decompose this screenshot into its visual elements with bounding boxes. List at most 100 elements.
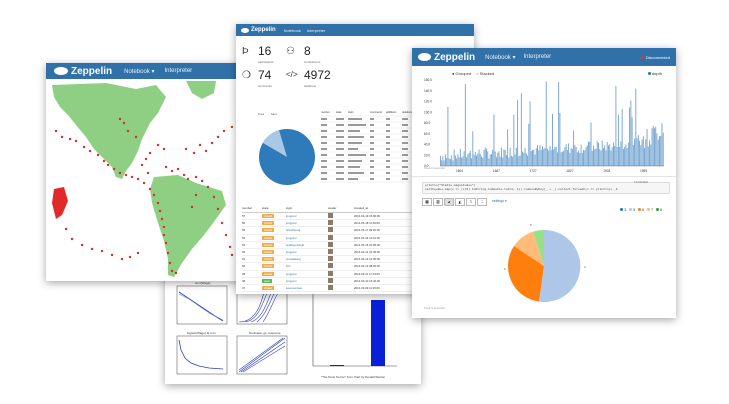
state-badge-label: closed xyxy=(262,242,275,247)
pr-list: number state login avatar created_at 57 c… xyxy=(242,206,468,292)
legend-bars[interactable]: bars xyxy=(271,112,277,116)
stack-icon: Þ xyxy=(242,46,249,57)
stat-value: 74 xyxy=(258,68,272,82)
depth-bar xyxy=(600,150,602,166)
menu-interpreter[interactable]: Interpreter xyxy=(523,54,552,60)
pr-row[interactable]: 49 closed jongyoul 2014-03-11 17:15:00 xyxy=(242,270,468,278)
pr-login[interactable]: corneadoug xyxy=(286,257,301,262)
depth-bar xyxy=(540,149,542,166)
code-editor[interactable]: println("Stable magnitudes") earthquake.… xyxy=(422,182,670,194)
depth-bar xyxy=(524,148,526,166)
pie-legend-item[interactable]: 3 xyxy=(620,208,626,212)
depth-bar xyxy=(612,142,614,166)
depth-bar xyxy=(616,147,618,166)
table-view-icon[interactable]: ▦ xyxy=(422,198,432,206)
depth-bar xyxy=(508,157,510,166)
x-tick-label: 1727 xyxy=(530,169,537,173)
stat-label: additions xyxy=(304,84,317,88)
stacked-option[interactable]: ○ Stacked xyxy=(476,71,495,76)
pr-number: 48 xyxy=(242,278,246,283)
depth-bar xyxy=(449,159,451,166)
stat-value: 4972 xyxy=(304,68,331,82)
scatter-view-icon[interactable]: ∴ xyxy=(477,198,487,206)
depth-bar xyxy=(646,128,648,166)
pr-login[interactable]: jongyoul xyxy=(286,235,297,240)
zeppelin-logo[interactable]: Zeppelin xyxy=(54,66,112,77)
avatar-image xyxy=(328,263,333,269)
navbar: Zeppelin Notebook ▾ Interpreter Disconne… xyxy=(412,48,676,66)
x-tick-label: 1667 xyxy=(493,169,500,173)
x-tick-label: 1827 xyxy=(566,169,573,173)
depth-bar xyxy=(649,140,650,166)
legend-lines[interactable]: lines xyxy=(258,112,265,116)
pie-legend-item[interactable]: 6 xyxy=(638,208,644,212)
avatar-image xyxy=(328,270,333,276)
pie-view-icon[interactable]: ◕ xyxy=(444,198,454,206)
line-view-icon[interactable]: ⌇ xyxy=(466,198,476,206)
depth-bar xyxy=(559,112,561,166)
pie-legend-item[interactable]: 5 xyxy=(629,208,635,212)
depth-bar xyxy=(601,140,603,166)
menu-interpreter[interactable]: Interpreter xyxy=(306,27,326,33)
pr-row[interactable]: 52 closed jongyoul 2014-03-14 16:45:00 xyxy=(242,249,468,257)
pr-row[interactable]: 53 closed prabhjyotsingh 2014-03-15 10:05:0… xyxy=(242,241,468,249)
pr-created-at: 2014-03-13 12:00:00 xyxy=(354,257,380,262)
pr-row[interactable]: 51 closed corneadoug 2014-03-13 12:00:00 xyxy=(242,256,468,264)
pr-login[interactable]: jongyoul xyxy=(286,278,297,283)
col-header: avatar xyxy=(328,206,337,210)
plots-canvas: sum(Wage) sum(Hours) logistic(Wage) at 1… xyxy=(176,281,397,379)
y-tick-label: 60.0 xyxy=(424,132,430,136)
pr-row[interactable]: 56 closed jongyoul 2014-03-18 11:30:00 xyxy=(242,220,468,228)
pr-row[interactable]: 50 closed bzz 2014-03-12 08:30:00 xyxy=(242,263,468,271)
stat-participants: Þ 16 participants xyxy=(242,44,282,68)
depth-bar xyxy=(642,136,644,166)
area-view-icon[interactable]: ◭ xyxy=(455,198,465,206)
depth-bar xyxy=(444,154,446,166)
zeppelin-logo[interactable]: Zeppelin xyxy=(241,27,276,33)
menu-interpreter[interactable]: Interpreter xyxy=(164,68,193,74)
depth-bar xyxy=(566,150,568,166)
pr-login[interactable]: jongyoul xyxy=(286,271,297,276)
pr-login[interactable]: felixcheung xyxy=(286,228,301,233)
pr-row[interactable]: 47 closed Leemoonsoo 2014-03-09 11:25:00 xyxy=(242,284,468,292)
depth-bar xyxy=(523,152,525,166)
state-badge-label: closed xyxy=(262,235,275,240)
bar-view-icon[interactable]: ▥ xyxy=(433,198,443,206)
settings-button[interactable]: settings ▾ xyxy=(492,199,507,203)
col-header: created_at xyxy=(354,206,369,210)
depth-bar xyxy=(645,139,647,166)
depth-bar xyxy=(656,133,658,166)
pr-login[interactable]: bzz xyxy=(286,264,291,269)
pie-legend-item[interactable]: 7 xyxy=(647,208,653,212)
depth-bar xyxy=(584,150,586,166)
pr-login[interactable]: jongyoul xyxy=(286,221,297,226)
state-badge: closed xyxy=(262,285,286,290)
pr-row[interactable]: 57 closed jongyoul 2014-03-19 15:00:00 xyxy=(242,213,468,221)
avatar xyxy=(328,256,354,262)
pr-login[interactable]: jongyoul xyxy=(286,214,297,219)
zeppelin-logo[interactable]: Zeppelin xyxy=(418,52,475,63)
menu-notebook[interactable]: Notebook ▾ xyxy=(485,54,516,61)
menu-notebook[interactable]: Notebook xyxy=(283,27,301,33)
depth-bar xyxy=(443,160,445,166)
grouped-option[interactable]: ● Grouped xyxy=(452,71,472,76)
pr-row[interactable]: 54 closed jongyoul 2014-03-16 14:10:00 xyxy=(242,234,468,242)
avatar xyxy=(328,234,354,241)
pr-login[interactable]: Leemoonsoo xyxy=(286,285,303,290)
pr-login[interactable]: jongyoul xyxy=(286,250,297,255)
pr-row[interactable]: 55 closed felixcheung 2014-03-17 09:20:00 xyxy=(242,227,468,235)
depth-bar xyxy=(583,149,585,166)
depth-bar xyxy=(661,123,663,166)
avatar-image xyxy=(328,284,333,290)
depth-bar xyxy=(578,150,580,166)
state-badge-label: closed xyxy=(262,228,275,233)
pr-row[interactable]: 48 open jongyoul 2014-03-10 13:40:00 xyxy=(242,277,468,285)
depth-bar xyxy=(594,149,596,166)
depth-bar xyxy=(534,154,536,166)
series-legend[interactable]: depth xyxy=(647,71,662,76)
code-icon: </> xyxy=(286,70,298,79)
pr-login[interactable]: prabhjyotsingh xyxy=(286,242,305,247)
depth-bar xyxy=(563,150,565,166)
menu-notebook[interactable]: Notebook ▾ xyxy=(124,68,155,75)
pie-legend-item[interactable]: 8 xyxy=(656,208,662,212)
